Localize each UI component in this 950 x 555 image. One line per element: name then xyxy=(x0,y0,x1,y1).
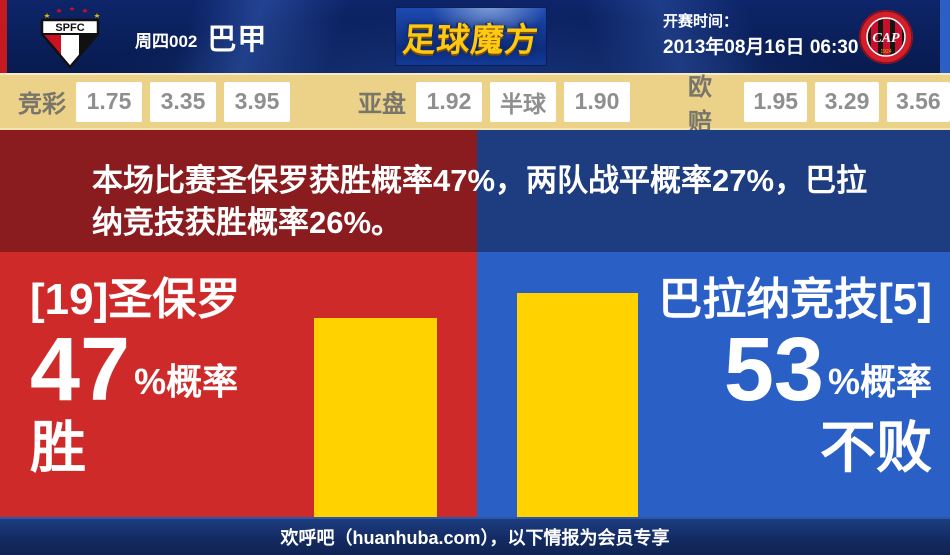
kickoff-time: 2013年08月16日 06:30 xyxy=(663,37,859,58)
svg-text:1924: 1924 xyxy=(880,49,891,55)
odds-label-yapan: 亚盘 xyxy=(358,91,406,118)
odds-value-box: 3.95 xyxy=(224,81,290,122)
svg-text:SPFC: SPFC xyxy=(55,22,84,34)
odds-value-box: 1.90 xyxy=(564,81,630,122)
away-pct-suffix: %概率 xyxy=(827,361,932,403)
header: SPFC 周四002 巴甲 足球魔方 开赛时间： 2013年08月16日 06:… xyxy=(0,0,950,73)
odds-value-box: 1.75 xyxy=(76,81,142,122)
spfc-stars xyxy=(44,6,100,18)
odds-handicap-box: 半球 xyxy=(490,81,556,122)
right-blue-stripe xyxy=(940,0,950,73)
summary-text: 本场比赛圣保罗获胜概率47%，两队战平概率27%，巴拉 纳竞技获胜概率26%。 xyxy=(0,130,950,252)
summary-line1: 本场比赛圣保罗获胜概率47%，两队战平概率27%，巴拉 xyxy=(92,163,868,198)
home-team-crest-icon: SPFC xyxy=(33,6,107,73)
away-team-name: 巴拉纳竞技[5] xyxy=(658,275,932,324)
svg-text:CAP: CAP xyxy=(872,31,900,46)
odds-bar: 竞彩 1.75 3.35 3.95 亚盘 1.92 半球 1.90 欧赔 1.9… xyxy=(0,73,950,136)
league-name: 巴甲 xyxy=(207,23,268,56)
summary-blue-panel xyxy=(477,130,950,252)
footer-bar: 欢呼吧（huanhuba.com），以下情报为会员专享 xyxy=(0,517,950,555)
odds-value-box: 1.92 xyxy=(416,81,482,122)
left-red-stripe xyxy=(0,0,7,73)
away-team-crest-icon: CAP 1924 xyxy=(858,9,914,70)
home-outcome: 胜 xyxy=(30,416,86,480)
odds-group-yapan: 亚盘 1.92 半球 1.90 xyxy=(358,75,630,128)
kickoff-info: 开赛时间： 2013年08月16日 06:30 xyxy=(663,14,858,57)
prediction-summary: 本场比赛圣保罗获胜概率47%，两队战平概率27%，巴拉 纳竞技获胜概率26%。 xyxy=(0,130,950,252)
home-probability-bar xyxy=(314,318,437,517)
odds-value-box: 3.35 xyxy=(150,81,216,122)
home-team-name: [19]圣保罗 xyxy=(30,275,241,324)
odds-value-box: 3.29 xyxy=(815,81,879,122)
away-team-block: 巴拉纳竞技[5] 53 %概率 不败 xyxy=(658,275,932,480)
home-team-block: [19]圣保罗 47 %概率 胜 xyxy=(30,275,241,480)
summary-red-panel xyxy=(0,130,477,252)
home-pct-value: 47 xyxy=(30,320,131,421)
home-pct-row: 47 %概率 xyxy=(30,320,239,421)
site-logo[interactable]: 足球魔方 xyxy=(395,7,547,66)
odds-group-jingcai: 竞彩 1.75 3.35 3.95 xyxy=(18,75,290,128)
away-outcome: 不败 xyxy=(820,416,932,480)
odds-value-box: 1.95 xyxy=(744,81,808,122)
home-pct-suffix: %概率 xyxy=(134,361,239,403)
away-pct-value: 53 xyxy=(723,320,824,421)
probability-panel: [19]圣保罗 47 %概率 胜 巴拉纳竞技[5] 53 %概率 不败 xyxy=(0,252,950,517)
footer-text: 欢呼吧（huanhuba.com），以下情报为会员专享 xyxy=(280,528,670,548)
odds-label-oupei: 欧赔 xyxy=(688,73,712,136)
away-pct-row: 53 %概率 xyxy=(723,320,932,421)
kickoff-label: 开赛时间： xyxy=(663,13,739,30)
odds-group-oupei: 欧赔 1.95 3.29 3.56 xyxy=(688,74,950,136)
away-probability-bar xyxy=(517,293,638,517)
site-logo-text: 足球魔方 xyxy=(401,20,541,58)
odds-label-jingcai: 竞彩 xyxy=(18,91,66,118)
match-number: 周四002 xyxy=(135,32,198,51)
odds-value-box: 3.56 xyxy=(886,81,950,122)
summary-line2: 纳竞技获胜概率26%。 xyxy=(92,205,403,240)
match-info: 周四002 巴甲 xyxy=(135,0,267,73)
